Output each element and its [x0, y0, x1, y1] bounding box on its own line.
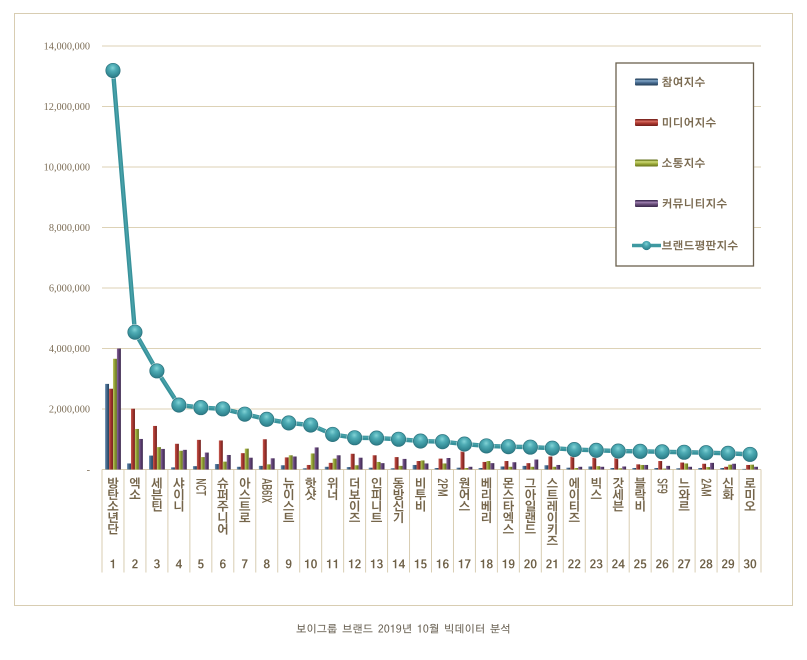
svg-text:10,000,000: 10,000,000 [44, 163, 90, 174]
svg-text:14,000,000: 14,000,000 [44, 42, 90, 53]
svg-text:4,000,000: 4,000,000 [49, 344, 90, 355]
svg-text:8,000,000: 8,000,000 [49, 223, 90, 234]
svg-text:-: - [87, 465, 91, 476]
svg-text:6,000,000: 6,000,000 [49, 284, 90, 295]
svg-text:12,000,000: 12,000,000 [44, 102, 90, 113]
svg-text:2,000,000: 2,000,000 [49, 405, 90, 416]
